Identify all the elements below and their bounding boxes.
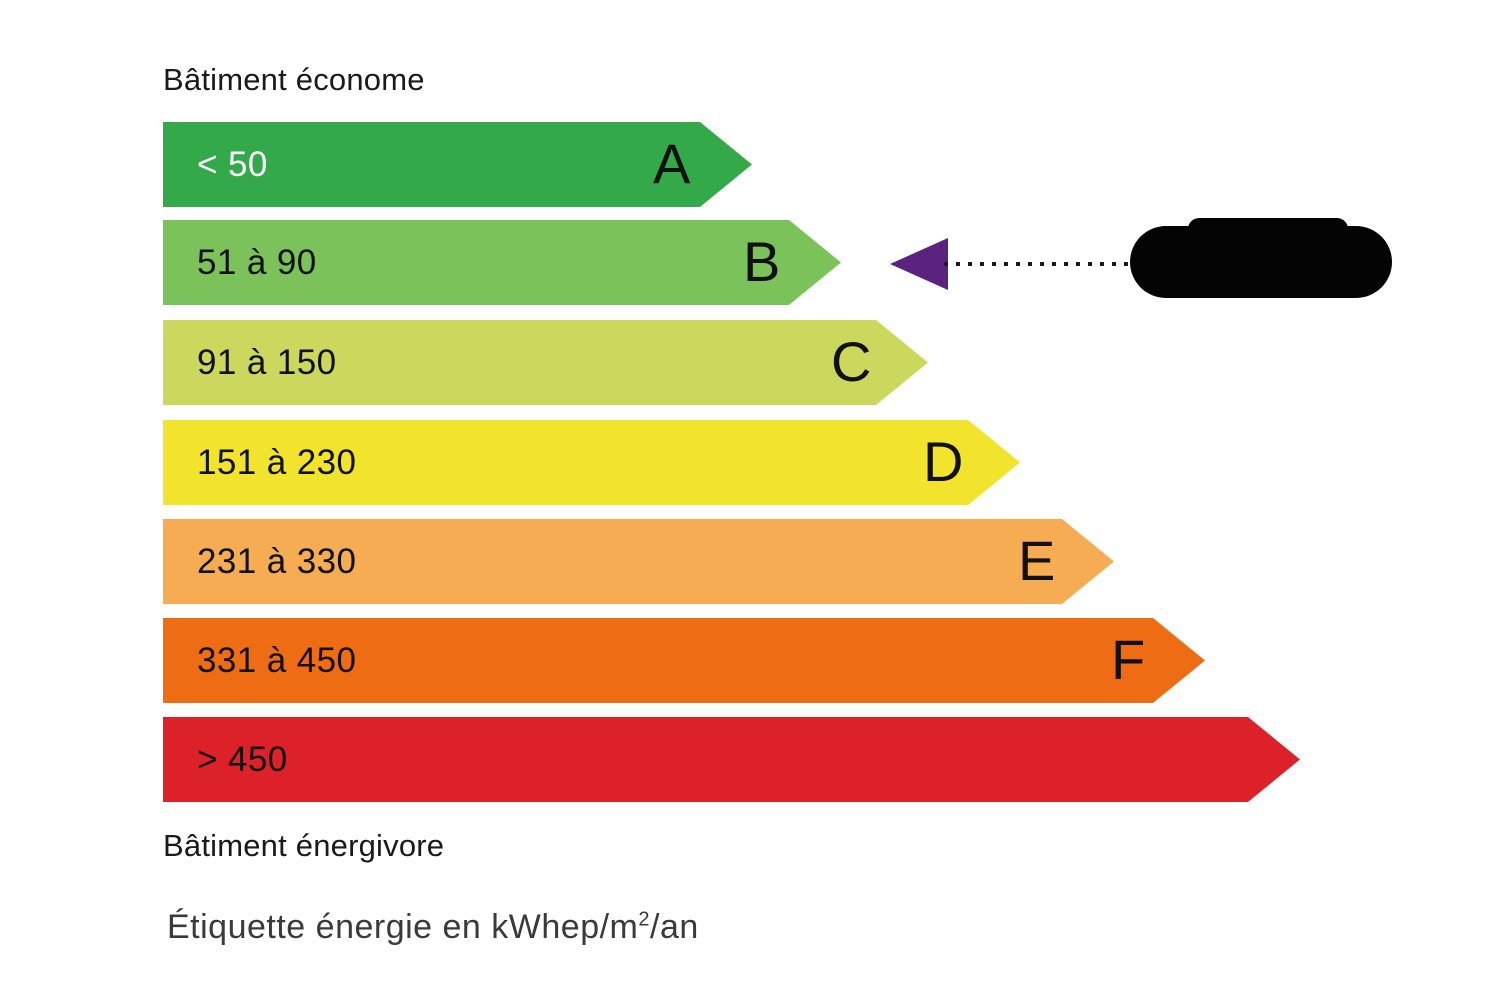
bar-arrow-shape xyxy=(163,220,841,305)
energy-class-bar-c: 91 à 150 C xyxy=(163,320,928,405)
units-prefix: Étiquette énergie en kWhep/m xyxy=(167,908,639,946)
bar-range-label: < 50 xyxy=(197,144,268,184)
bar-arrow-shape xyxy=(163,519,1114,604)
energy-class-bar-a: < 50 A xyxy=(163,122,752,207)
bar-class-letter: A xyxy=(653,131,691,195)
energy-class-bar-e: 231 à 330 E xyxy=(163,519,1114,604)
energy-class-bar-f: 331 à 450 F xyxy=(163,618,1205,703)
energy-class-bar-b: 51 à 90 B xyxy=(163,220,841,305)
bar-arrow-shape xyxy=(163,122,752,207)
bar-class-letter: G xyxy=(1203,730,1247,786)
bar-range-label: 91 à 150 xyxy=(197,342,337,382)
energy-class-bar-g: > 450 G xyxy=(163,717,1300,802)
bar-range-label: 331 à 450 xyxy=(197,640,357,680)
units-caption: Étiquette énergie en kWhep/m2/an xyxy=(167,908,699,947)
bar-arrow-shape xyxy=(163,320,928,405)
bar-class-letter: D xyxy=(923,429,964,493)
scale-bottom-caption: Bâtiment énergivore xyxy=(163,828,445,863)
bar-arrow-shape xyxy=(163,618,1205,703)
bar-range-label: > 450 xyxy=(197,739,288,779)
units-suffix: /an xyxy=(650,908,699,946)
bar-range-label: 231 à 330 xyxy=(197,541,357,581)
triangle-left-icon xyxy=(890,238,948,295)
units-superscript: 2 xyxy=(638,908,650,931)
redaction-blob xyxy=(1130,218,1392,298)
bar-class-letter: C xyxy=(831,329,872,393)
dotted-line-connector xyxy=(944,262,1130,266)
bar-class-letter: E xyxy=(1018,528,1056,592)
bar-class-letter: B xyxy=(743,229,781,293)
energy-class-bar-d: 151 à 230 D xyxy=(163,420,1020,505)
bar-range-label: 151 à 230 xyxy=(197,442,357,482)
scale-top-caption: Bâtiment économe xyxy=(163,62,425,97)
bar-range-label: 51 à 90 xyxy=(197,242,317,282)
bar-arrow-shape xyxy=(163,717,1300,802)
bar-class-letter: F xyxy=(1111,627,1146,691)
bar-arrow-shape xyxy=(163,420,1020,505)
